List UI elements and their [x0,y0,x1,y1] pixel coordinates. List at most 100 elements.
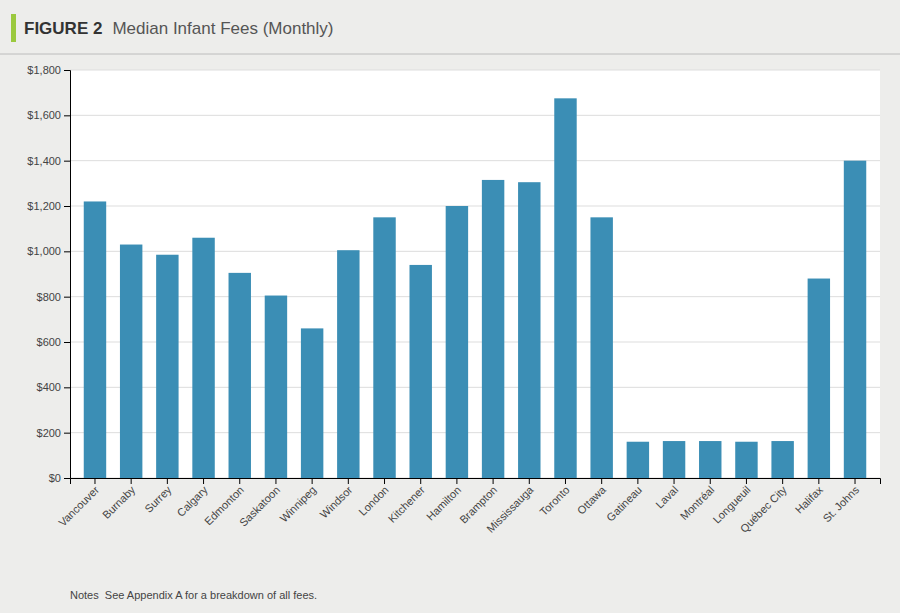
bar [229,273,251,478]
bar [409,265,431,478]
x-tick: Kitchener [386,478,428,525]
x-tick: Burnaby [100,478,138,521]
grid-line [70,70,880,71]
x-tick: Halifax [793,478,826,516]
x-tick: Winnipeg [277,478,318,524]
plot-background [70,70,880,478]
x-tick-label: Winnipeg [277,484,318,525]
y-tick-mark [64,70,70,71]
x-tick-mark [131,478,132,484]
y-tick: $200 [37,427,70,439]
x-tick: Ottawa [575,478,609,517]
x-tick-mark [855,478,856,484]
x-tick: Gatineau [604,478,644,524]
x-tick: Vancouver [56,478,101,529]
x-tick: London [356,478,390,518]
y-tick-label: $600 [37,336,61,348]
x-tick-mark [275,478,276,484]
x-tick: Surrey [142,478,174,515]
bar [373,217,395,478]
y-tick: $600 [37,336,70,348]
x-tick-label: Kitchener [386,483,428,525]
y-tick: $1,000 [27,245,70,257]
y-tick-mark [64,478,70,479]
y-tick: $800 [37,291,70,303]
bar [735,442,757,478]
x-tick-mark [529,478,530,484]
bar [663,441,685,478]
grid-line [70,387,880,388]
y-tick-label: $0 [49,472,61,484]
x-tick-mark [384,478,385,484]
x-tick-mark [312,478,313,484]
x-tick: St. Johns [820,478,861,524]
subtitle: Median Infant Fees (Monthly) [112,19,333,38]
y-axis-line [64,71,71,479]
title: FIGURE 2 [24,19,102,38]
x-tick: Laval [653,478,680,511]
grid-line [70,296,880,297]
bar [627,442,649,478]
title-accent [11,14,16,42]
x-tick-mark [674,478,675,484]
bar [265,296,287,478]
y-tick-mark [64,297,70,298]
chart-svg: FIGURE 2 Median Infant Fees (Monthly) Vanc… [0,0,900,613]
background [0,0,900,613]
bar [518,182,540,478]
y-tick: $400 [37,381,70,393]
x-tick-mark [456,478,457,484]
x-tick-mark [239,478,240,484]
x-tick-label: Windsor [318,483,355,520]
y-tick: $1,400 [27,155,70,167]
bar [844,161,866,478]
bar [699,441,721,478]
x-tick: Montréal [678,478,717,522]
x-tick-mark [94,478,95,484]
x-tick-mark [167,478,168,484]
title-strip: FIGURE 2 Median Infant Fees (Monthly) [0,14,900,54]
bar [446,206,468,478]
bar [771,441,793,478]
x-tick-mark [782,478,783,484]
x-tick: Saskatoon [237,478,282,529]
x-tick-mark [601,478,602,484]
bar [301,328,323,478]
x-tick-label: Vancouver [56,483,101,528]
y-axis: $0 $200 $400 $600 $800 $1,000 $1,200 $1,400 $1,6… [27,64,70,484]
y-tick-label: $200 [37,427,61,439]
bar [192,238,214,478]
x-tick-mark [493,478,494,484]
x-tick-label: Mississauga [484,483,536,535]
grid [70,70,880,478]
x-tick-label: Surrey [142,483,174,515]
x-tick-label: Toronto [537,484,571,518]
y-tick: $0 [49,472,70,484]
y-tick: $1,200 [27,200,70,212]
y-tick-label: $1,000 [27,245,61,257]
x-tick-mark [565,478,566,484]
grid-line [70,206,880,207]
bar [337,250,359,478]
x-tick-label: Ottawa [575,483,609,517]
y-tick-mark [64,251,70,252]
y-tick: $1,600 [27,109,70,121]
x-tick: Mississauga [484,478,536,535]
x-axis: VancouverBurnabySurreyCalgaryEdmontonSas… [56,478,880,535]
bars [84,98,866,478]
x-tick-mark [818,478,819,484]
x-tick-mark [637,478,638,484]
bar [84,201,106,478]
note: Notes See Appendix A for a breakdown of … [70,589,317,601]
y-tick-label: $1,200 [27,200,61,212]
y-tick-mark [64,206,70,207]
bar [156,255,178,478]
x-tick-label: Halifax [793,483,826,516]
x-tick-label: Saskatoon [237,484,282,529]
x-tick-label: London [356,484,390,518]
y-tick-mark [64,161,70,162]
x-tick-mark [348,478,349,484]
x-tick-label: Québec City [738,483,790,535]
bar [808,279,830,478]
x-tick-mark [746,478,747,484]
